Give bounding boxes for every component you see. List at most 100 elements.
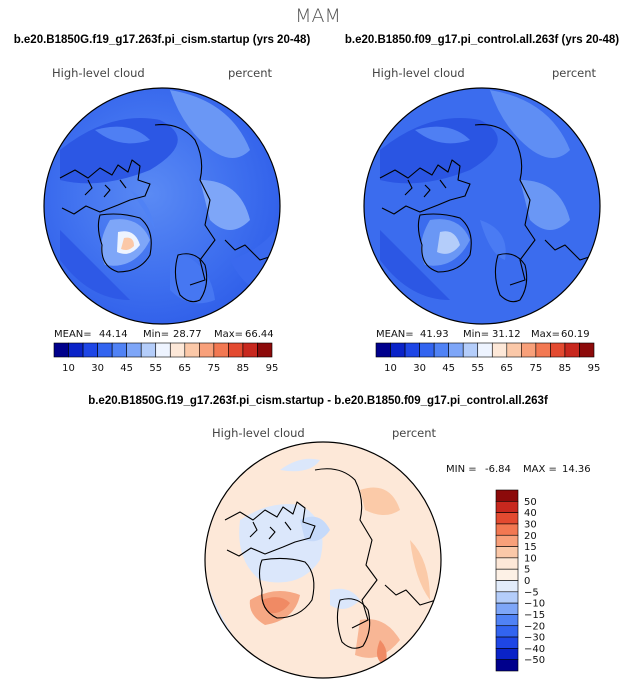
- colorbar-tick-label: −5: [524, 587, 539, 598]
- colorbar-tick-label: 0: [524, 576, 530, 587]
- colorbar-swatch: [495, 568, 519, 581]
- svg-text:Min=: Min=: [463, 329, 489, 340]
- colorbar-swatch: [375, 342, 391, 358]
- colorbar-tick-label: 20: [524, 531, 537, 542]
- colorbar-tick-label: −15: [524, 610, 545, 621]
- right-map: [364, 88, 600, 324]
- colorbar-tick-label: 50: [524, 497, 537, 508]
- colorbar-tick-label: −50: [524, 655, 545, 666]
- colorbar-swatch: [419, 342, 435, 358]
- colorbar-tick-label: 10: [62, 363, 75, 374]
- colorbar-swatch: [257, 342, 273, 358]
- svg-text:Max=: Max=: [531, 329, 560, 340]
- colorbar-swatch: [111, 342, 127, 358]
- colorbar-swatch: [495, 523, 519, 536]
- left-map: [44, 88, 280, 324]
- colorbar-swatch: [495, 546, 519, 559]
- colorbar-tick-label: 15: [524, 542, 537, 553]
- colorbar-tick-label: −10: [524, 599, 545, 610]
- colorbar-swatch: [495, 591, 519, 604]
- colorbar-swatch: [579, 342, 595, 358]
- colorbar-tick-label: −40: [524, 644, 545, 655]
- left-stats: MEAN= 44.14 Min= 28.77 Max= 66.44: [54, 329, 274, 340]
- colorbar-swatch: [242, 342, 258, 358]
- colorbar-tick-label: 10: [524, 553, 537, 564]
- colorbar-tick-label: 45: [120, 363, 133, 374]
- colorbar-swatch: [564, 342, 580, 358]
- colorbar-tick-label: 85: [559, 363, 572, 374]
- colorbar-swatch: [140, 342, 157, 358]
- colorbar-swatch: [495, 501, 519, 513]
- colorbar-swatch: [390, 342, 406, 358]
- colorbar-swatch: [213, 342, 229, 358]
- colorbar-tick-label: 55: [149, 363, 162, 374]
- right-colorbar: 10 30 45 55 65 75 85 95: [375, 342, 601, 374]
- diff-stats: MIN = -6.84 MAX = 14.36: [446, 464, 591, 475]
- colorbar-tick-label: 75: [529, 363, 542, 374]
- colorbar-swatch: [199, 342, 215, 358]
- svg-text:60.19: 60.19: [561, 329, 590, 340]
- colorbar-swatch: [495, 580, 519, 593]
- season-title: MAM: [295, 5, 341, 27]
- colorbar-tick-label: 65: [178, 363, 191, 374]
- colorbar-tick-label: 65: [500, 363, 513, 374]
- colorbar-swatch: [404, 342, 420, 358]
- colorbar-tick-label: 95: [266, 363, 279, 374]
- diff-units-label: percent: [392, 426, 437, 440]
- colorbar-tick-label: 5: [524, 565, 530, 576]
- svg-text:31.12: 31.12: [492, 329, 521, 340]
- right-units-label: percent: [552, 66, 597, 80]
- svg-text:MEAN=: MEAN=: [54, 329, 92, 340]
- colorbar-swatch: [126, 342, 142, 358]
- svg-text:MIN =: MIN =: [446, 464, 477, 475]
- diff-panel-title: b.e20.B1850G.f19_g17.263f.pi_cism.startu…: [88, 395, 548, 407]
- svg-text:14.36: 14.36: [562, 464, 591, 475]
- colorbar-swatch: [495, 557, 519, 570]
- colorbar-swatch: [506, 342, 522, 358]
- colorbar-tick-label: 55: [471, 363, 484, 374]
- svg-text:66.44: 66.44: [245, 329, 274, 340]
- colorbar-tick-label: 10: [384, 363, 397, 374]
- colorbar-swatch: [521, 342, 537, 358]
- diff-map: [205, 442, 441, 678]
- svg-text:MAX =: MAX =: [523, 464, 557, 475]
- svg-text:-6.84: -6.84: [485, 464, 511, 475]
- svg-text:MEAN=: MEAN=: [376, 329, 414, 340]
- right-coastlines: [379, 124, 596, 303]
- svg-text:Max=: Max=: [214, 329, 243, 340]
- colorbar-swatch: [495, 489, 519, 502]
- colorbar-swatch: [495, 659, 519, 672]
- colorbar-swatch: [184, 342, 200, 358]
- colorbar-swatch: [495, 625, 519, 638]
- colorbar-swatch: [495, 648, 519, 660]
- colorbar-tick-label: 30: [413, 363, 426, 374]
- colorbar-tick-label: 85: [237, 363, 250, 374]
- colorbar-swatch: [169, 342, 186, 358]
- colorbar-swatch: [550, 342, 566, 358]
- colorbar-swatch: [495, 512, 519, 525]
- left-variable-label: High-level cloud: [52, 66, 145, 80]
- colorbar-swatch: [495, 614, 519, 627]
- colorbar-swatch: [495, 534, 519, 547]
- colorbar-swatch: [97, 342, 113, 358]
- colorbar-tick-label: 45: [442, 363, 455, 374]
- colorbar-tick-label: 40: [524, 508, 537, 519]
- colorbar-swatch: [448, 342, 464, 358]
- colorbar-swatch: [155, 342, 171, 358]
- colorbar-swatch: [495, 636, 519, 649]
- colorbar-swatch: [68, 342, 84, 358]
- right-stats: MEAN= 41.93 Min= 31.12 Max= 60.19: [376, 329, 590, 340]
- colorbar-swatch: [82, 342, 98, 358]
- colorbar-swatch: [228, 342, 244, 358]
- colorbar-tick-label: −20: [524, 621, 545, 632]
- colorbar-tick-label: 75: [207, 363, 220, 374]
- svg-text:44.14: 44.14: [99, 329, 128, 340]
- colorbar-tick-label: −30: [524, 633, 545, 644]
- colorbar-swatch: [491, 342, 508, 358]
- left-panel-title: b.e20.B1850G.f19_g17.263f.pi_cism.startu…: [14, 34, 311, 46]
- svg-text:28.77: 28.77: [173, 329, 202, 340]
- colorbar-tick-label: 95: [588, 363, 601, 374]
- colorbar-swatch: [495, 602, 519, 615]
